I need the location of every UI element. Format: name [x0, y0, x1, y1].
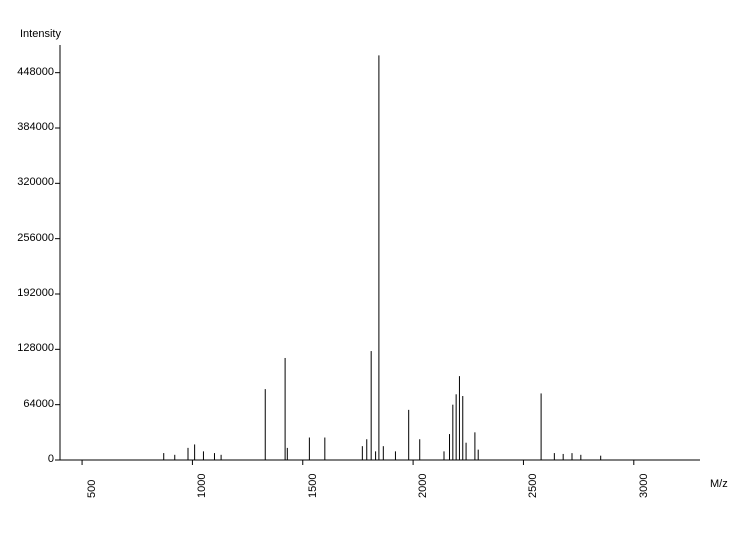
y-tick-label: 64000	[4, 398, 54, 410]
x-axis-label: M/z	[710, 478, 728, 490]
y-tick-label: 192000	[4, 287, 54, 299]
y-tick-label: 128000	[4, 342, 54, 354]
y-tick-label: 256000	[4, 232, 54, 244]
x-tick-label: 500	[86, 480, 98, 498]
y-tick-label: 0	[4, 453, 54, 465]
x-tick-label: 1500	[307, 474, 319, 498]
x-tick-label: 2500	[527, 474, 539, 498]
y-tick-label: 448000	[4, 66, 54, 78]
chart-svg	[0, 0, 750, 540]
x-tick-label: 2000	[417, 474, 429, 498]
y-tick-label: 384000	[4, 121, 54, 133]
x-tick-label: 3000	[638, 474, 650, 498]
y-axis-label: Intensity	[20, 28, 61, 40]
x-tick-label: 1000	[196, 474, 208, 498]
mass-spectrum-chart: Intensity M/z 0 64000 128000 192000 256000 32…	[0, 0, 750, 540]
y-tick-label: 320000	[4, 176, 54, 188]
